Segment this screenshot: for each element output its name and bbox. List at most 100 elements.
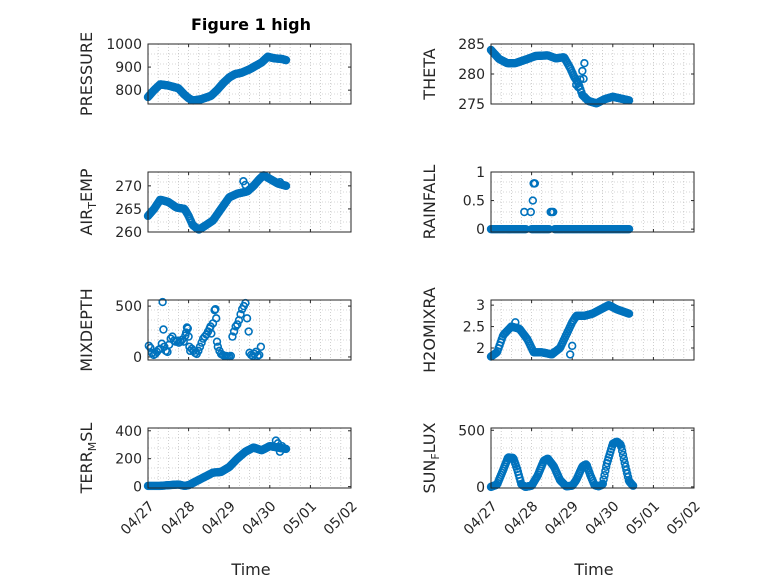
x-tick-label: 04/27 bbox=[118, 498, 158, 538]
data-point bbox=[549, 348, 559, 357]
y-tick-label: 0 bbox=[133, 480, 142, 496]
data-point bbox=[617, 446, 627, 456]
y-tick-label: 400 bbox=[115, 424, 142, 440]
data-series-air-temp bbox=[143, 171, 291, 234]
subplot-air-temp: 260 265 270 AIRTEMP bbox=[77, 168, 352, 241]
y-tick-label: 285 bbox=[458, 37, 485, 53]
data-point bbox=[255, 350, 264, 360]
data-point bbox=[619, 454, 629, 464]
axes-box bbox=[147, 299, 352, 361]
data-series-h2omixra bbox=[486, 300, 634, 361]
y-tick-label: 0 bbox=[476, 222, 485, 238]
data-point bbox=[618, 450, 628, 460]
subplot-h2omixra: 2 2.5 3 H2OMIXRA bbox=[420, 287, 695, 373]
data-point bbox=[212, 314, 221, 323]
data-point bbox=[236, 310, 245, 319]
data-series-rainfall bbox=[486, 179, 634, 234]
x-tick-label: 05/01 bbox=[623, 498, 663, 538]
y-tick-label: 0.5 bbox=[463, 194, 485, 210]
data-point bbox=[159, 325, 168, 334]
data-point bbox=[244, 327, 253, 336]
data-point bbox=[228, 332, 237, 341]
y-tick-label: 1000 bbox=[106, 37, 142, 53]
y-tick-label: 2.5 bbox=[463, 320, 485, 336]
axes-box bbox=[490, 43, 695, 105]
data-point bbox=[574, 82, 583, 92]
y-tick-label: 500 bbox=[458, 423, 485, 439]
y-tick-label: 275 bbox=[458, 97, 485, 113]
data-point bbox=[212, 337, 222, 346]
data-point bbox=[231, 322, 240, 331]
data-point bbox=[186, 346, 195, 356]
axes-box bbox=[147, 427, 352, 489]
subplot-sun-flux: 0 500 04/27 04/28 04/29 04/30 05/01 05/02 SUNFLU… bbox=[420, 422, 704, 538]
data-point bbox=[275, 177, 285, 187]
data-point bbox=[194, 346, 203, 356]
data-point bbox=[576, 75, 585, 84]
data-point bbox=[567, 341, 577, 351]
y-axis-label: PRESSURE bbox=[77, 32, 96, 116]
axes-box bbox=[490, 299, 695, 361]
x-tick-label: 05/01 bbox=[280, 498, 320, 538]
data-point bbox=[158, 297, 167, 307]
y-tick-label: 265 bbox=[115, 202, 142, 218]
y-tick-label: 800 bbox=[115, 83, 142, 99]
figure-title: Figure 1 high bbox=[191, 15, 311, 34]
data-point bbox=[184, 332, 193, 341]
y-tick-label: 0 bbox=[133, 350, 142, 366]
y-tick-label: 2 bbox=[476, 341, 485, 357]
y-axis-label: THETA bbox=[420, 48, 439, 100]
y-axis-label: AIRTEMP bbox=[77, 168, 99, 235]
subplot-mixdepth: 0 500 MIXDEPTH bbox=[77, 288, 352, 372]
data-point bbox=[213, 342, 223, 351]
data-point bbox=[281, 181, 291, 191]
x-tick-label: 04/27 bbox=[461, 498, 501, 538]
data-point bbox=[578, 66, 587, 76]
data-point bbox=[565, 350, 575, 359]
x-axis-label-left: Time bbox=[230, 560, 270, 579]
data-point bbox=[628, 481, 638, 490]
subplot-rainfall: 0 0.5 1 RAINFALL bbox=[420, 165, 695, 239]
data-point bbox=[511, 318, 520, 327]
data-point bbox=[624, 224, 634, 234]
data-point bbox=[183, 324, 192, 333]
data-point bbox=[229, 327, 239, 336]
y-tick-label: 500 bbox=[115, 299, 142, 315]
axes-box bbox=[147, 171, 352, 233]
y-axis-label: SUNFLUX bbox=[420, 422, 442, 493]
data-point bbox=[600, 471, 609, 480]
axes-box bbox=[147, 43, 352, 105]
data-point bbox=[617, 442, 626, 452]
data-point bbox=[548, 207, 558, 217]
x-tick-label: 04/30 bbox=[583, 498, 623, 538]
data-point bbox=[233, 320, 242, 329]
data-point bbox=[226, 351, 236, 361]
data-point bbox=[526, 207, 535, 217]
y-tick-label: 1 bbox=[476, 165, 485, 181]
x-axis-label-right: Time bbox=[573, 560, 613, 579]
data-series-mixdepth bbox=[144, 297, 266, 361]
data-point bbox=[176, 337, 185, 346]
data-point bbox=[211, 304, 220, 314]
data-point bbox=[601, 466, 610, 476]
x-tick-label: 04/29 bbox=[542, 498, 582, 538]
data-series-sun-flux bbox=[486, 437, 638, 492]
data-point bbox=[146, 343, 155, 352]
y-tick-label: 200 bbox=[115, 452, 142, 468]
y-tick-label: 260 bbox=[115, 225, 142, 241]
axes-box bbox=[490, 427, 695, 489]
y-axis-label: TERRMSL bbox=[77, 423, 99, 495]
x-tick-label: 05/02 bbox=[664, 498, 704, 538]
data-point bbox=[580, 58, 589, 68]
data-point bbox=[528, 196, 538, 205]
data-point bbox=[624, 309, 634, 318]
subplot-terr-msl: 0 200 400 04/27 04/28 04/29 04/30 05/01 05/02 TER… bbox=[77, 423, 361, 539]
data-point bbox=[242, 314, 252, 323]
y-axis-label: H2OMIXRA bbox=[420, 287, 439, 373]
data-series-pressure bbox=[143, 52, 291, 105]
data-point bbox=[598, 479, 608, 488]
data-point bbox=[277, 441, 287, 451]
data-point bbox=[530, 179, 539, 188]
